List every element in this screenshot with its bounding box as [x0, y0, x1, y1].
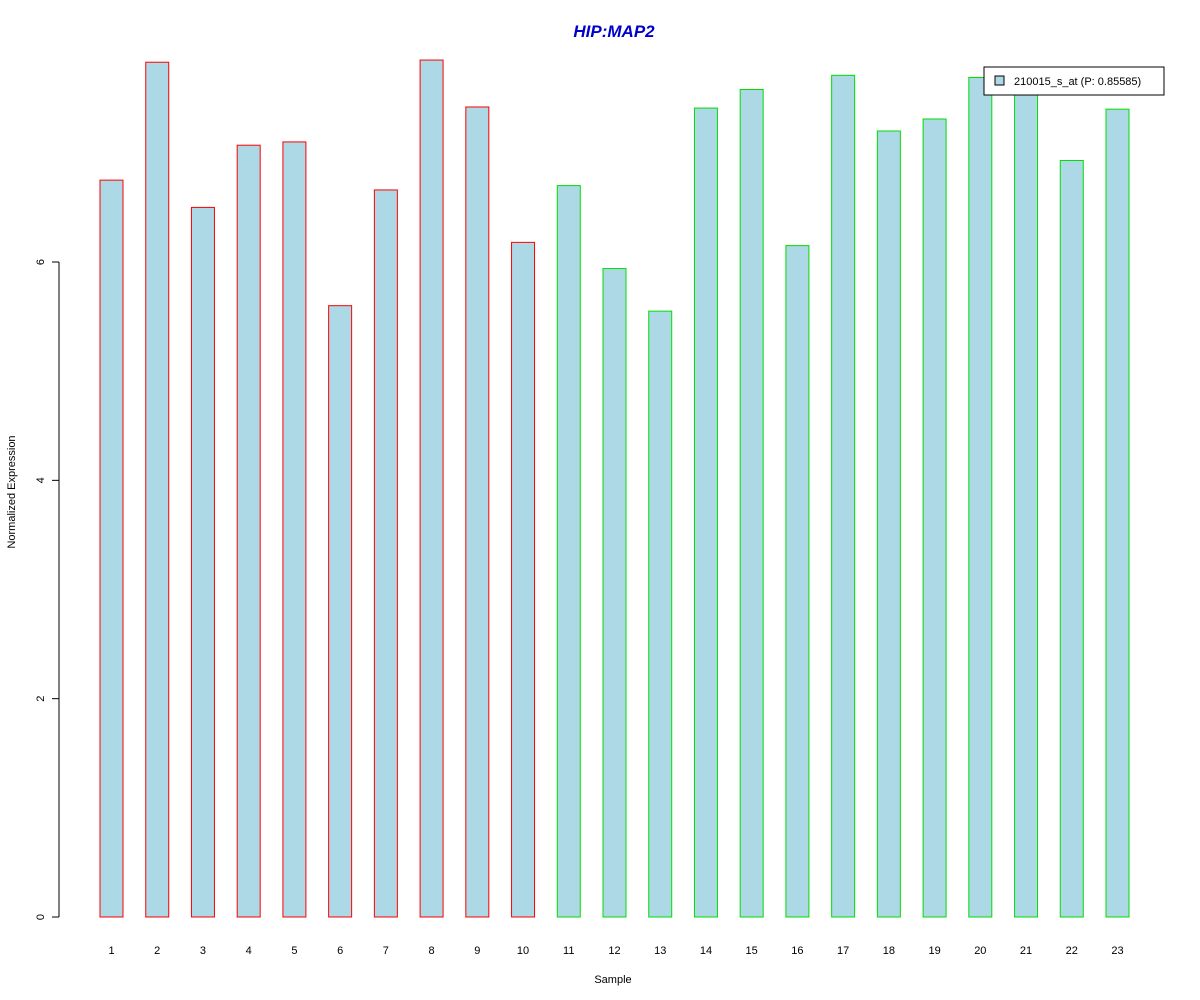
x-tick-label: 9	[474, 945, 480, 957]
bar	[876, 130, 901, 918]
bar	[99, 179, 124, 918]
legend-label: 210015_s_at (P: 0.85585)	[1014, 76, 1141, 88]
x-tick-label: 18	[883, 945, 895, 957]
bar	[1105, 108, 1130, 918]
chart-title: HIP:MAP2	[573, 22, 655, 41]
x-tick-label: 22	[1066, 945, 1078, 957]
bar	[602, 268, 627, 918]
bar	[419, 59, 444, 918]
bar	[968, 77, 993, 918]
bar	[556, 185, 581, 918]
bar	[1014, 92, 1039, 918]
bar	[511, 241, 536, 918]
x-tick-label: 11	[563, 945, 574, 957]
bar	[373, 189, 398, 918]
bar	[922, 118, 947, 918]
y-tick-label: 0	[35, 914, 47, 920]
y-tick-label: 4	[35, 477, 47, 483]
bar	[145, 61, 170, 918]
legend-swatch	[994, 75, 1005, 86]
bar	[739, 89, 764, 918]
x-tick-label: 13	[654, 945, 666, 957]
bar	[328, 305, 353, 918]
x-tick-label: 17	[837, 945, 849, 957]
x-tick-label: 23	[1111, 945, 1123, 957]
x-tick-label: 4	[246, 945, 252, 957]
bars	[99, 59, 1130, 918]
x-tick-label: 2	[154, 945, 160, 957]
bar	[236, 144, 261, 918]
x-tick-label: 15	[746, 945, 758, 957]
y-axis-label: Normalized Expression	[6, 435, 18, 548]
y-tick-label: 2	[35, 696, 47, 702]
bar	[190, 206, 215, 918]
x-tick-label: 14	[700, 945, 712, 957]
x-tick-label: 12	[608, 945, 620, 957]
bar	[785, 245, 810, 918]
x-tick-label: 16	[791, 945, 803, 957]
x-tick-label: 8	[429, 945, 435, 957]
x-tick-label: 3	[200, 945, 206, 957]
x-tick-labels: 1 2 3 4 5 6 7 8 9 10 11 12 13 14 15 16 17 18 19 20 21 22 23	[108, 945, 1123, 957]
x-tick-label: 5	[291, 945, 297, 957]
legend: 210015_s_at (P: 0.85585)	[983, 66, 1165, 96]
x-axis-label: Sample	[594, 974, 631, 986]
bar	[693, 107, 718, 918]
bar	[282, 141, 307, 918]
x-tick-label: 7	[383, 945, 389, 957]
bar	[831, 74, 856, 918]
bar	[1059, 159, 1084, 918]
x-tick-label: 1	[108, 945, 114, 957]
bar	[648, 310, 673, 918]
legend-box	[983, 66, 1165, 96]
x-tick-label: 20	[974, 945, 986, 957]
x-tick-label: 21	[1020, 945, 1032, 957]
bar	[465, 106, 490, 918]
x-tick-label: 10	[517, 945, 529, 957]
x-tick-label: 19	[928, 945, 940, 957]
x-tick-label: 6	[337, 945, 343, 957]
y-tick-label: 6	[35, 259, 47, 265]
y-axis: 0 2 4 6	[35, 259, 60, 920]
